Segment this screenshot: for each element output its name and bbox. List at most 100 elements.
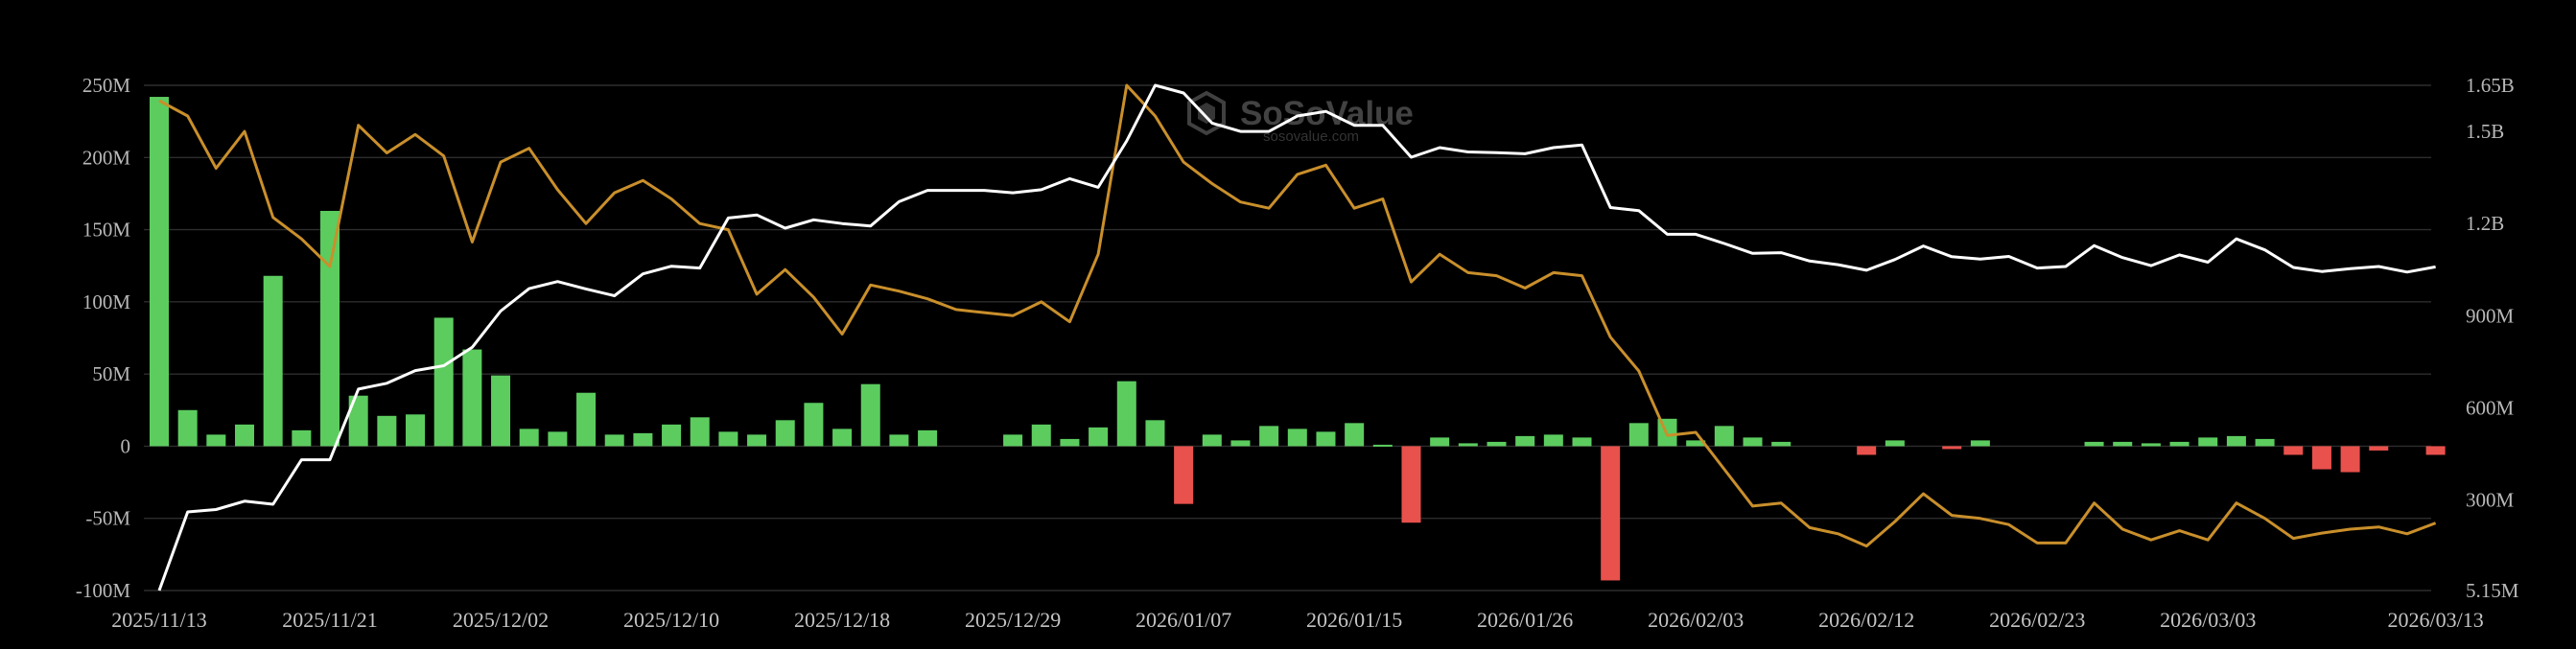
left-tick-label: 100M <box>82 290 131 313</box>
net-inflow-bars <box>150 97 2446 581</box>
right-tick-label: 1.2B <box>2466 212 2504 235</box>
inflow-bar <box>2255 438 2275 447</box>
inflow-bar <box>1458 443 1478 447</box>
outflow-bar <box>1401 446 1421 523</box>
inflow-bar <box>604 434 624 447</box>
inflow-bar <box>775 420 795 447</box>
x-tick-label: 2025/12/29 <box>965 608 1061 632</box>
right-tick-label: 600M <box>2466 396 2515 419</box>
x-tick-label: 2026/03/03 <box>2160 608 2256 632</box>
left-tick-label: 200M <box>82 146 131 169</box>
right-tick-label: 1.65B <box>2466 74 2515 97</box>
inflow-bar <box>1316 431 1336 447</box>
left-tick-label: 0 <box>121 434 131 457</box>
inflow-bar <box>1885 440 1905 447</box>
watermark-brand: SoSoValue <box>1240 95 1414 132</box>
grid-lines <box>144 84 2431 591</box>
inflow-bar <box>1515 435 1535 447</box>
right-axis-labels: 1.65B 1.5B 1.2B 900M 600M 300M 5.15M <box>2466 74 2519 602</box>
inflow-bar <box>1970 440 1990 447</box>
outflow-bar <box>2425 446 2446 455</box>
inflow-bar <box>263 275 283 447</box>
right-tick-label: 5.15M <box>2466 579 2519 602</box>
inflow-bar <box>519 429 539 447</box>
x-tick-label: 2025/12/10 <box>623 608 719 632</box>
inflow-bar <box>1202 434 1222 447</box>
inflow-bar <box>320 210 340 447</box>
inflow-bar <box>150 97 169 447</box>
inflow-bar <box>918 429 938 447</box>
inflow-bar <box>1372 444 1393 447</box>
inflow-bar <box>1628 423 1649 447</box>
inflow-bar <box>491 375 511 447</box>
inflow-bar <box>377 415 397 447</box>
inflow-bar <box>1543 434 1563 447</box>
inflow-bar <box>433 317 454 447</box>
left-tick-label: 150M <box>82 219 131 242</box>
inflow-bar <box>1572 437 1592 447</box>
inflow-bar <box>718 431 738 447</box>
inflow-bar <box>804 403 824 447</box>
inflow-bar <box>832 429 853 447</box>
price-line <box>158 83 2437 548</box>
x-tick-label: 2025/12/18 <box>794 608 890 632</box>
inflow-bar <box>548 431 568 447</box>
right-tick-label: 900M <box>2466 304 2515 327</box>
watermark-url: sosovalue.com <box>1263 128 1359 145</box>
outflow-bar <box>2283 446 2304 455</box>
inflow-bar <box>1089 427 1109 447</box>
x-tick-label: 2026/02/03 <box>1648 608 1744 632</box>
inflow-bar <box>1743 437 1763 447</box>
x-tick-label: 2026/03/13 <box>2387 608 2483 632</box>
inflow-bar <box>348 395 368 447</box>
x-tick-label: 2025/11/21 <box>282 608 377 632</box>
outflow-bar <box>2311 446 2331 470</box>
x-tick-label: 2026/01/07 <box>1136 608 1231 632</box>
left-tick-label: -100M <box>76 579 130 602</box>
right-tick-label: 1.5B <box>2466 120 2504 143</box>
left-tick-label: 250M <box>82 74 131 97</box>
inflow-bar <box>633 432 653 447</box>
x-tick-label: 2025/12/02 <box>453 608 549 632</box>
inflow-bar <box>1145 420 1165 447</box>
left-axis-labels: 250M 200M 150M 100M 50M 0 -50M -100M <box>76 74 130 602</box>
x-axis-labels: 2025/11/13 2025/11/21 2025/12/02 2025/12/10… <box>111 608 2483 632</box>
series-lines <box>157 83 2437 591</box>
inflow-bar <box>1487 441 1507 447</box>
outflow-bar <box>2340 446 2360 473</box>
inflow-bar <box>747 434 767 447</box>
x-tick-label: 2026/02/12 <box>1818 608 1914 632</box>
inflow-bar <box>860 383 880 447</box>
left-tick-label: 50M <box>92 362 130 385</box>
inflow-bar <box>406 414 426 447</box>
x-tick-label: 2026/01/15 <box>1306 608 1402 632</box>
inflow-bar <box>1259 426 1279 447</box>
inflow-bar <box>690 417 710 447</box>
inflow-bar <box>2226 435 2246 447</box>
inflow-bar <box>1060 438 1080 447</box>
inflow-bar <box>177 409 198 447</box>
inflow-bar <box>1116 381 1136 447</box>
inflow-bar <box>576 392 597 447</box>
x-tick-label: 2026/01/26 <box>1477 608 1573 632</box>
x-tick-label: 2025/11/13 <box>111 608 206 632</box>
sosovalue-logo-icon <box>1187 90 1226 136</box>
inflow-bar <box>1031 424 1051 447</box>
inflow-bar <box>1345 423 1365 447</box>
right-tick-label: 300M <box>2466 489 2515 512</box>
inflow-bar <box>1003 434 1023 447</box>
inflow-bar <box>662 424 682 447</box>
inflow-bar <box>2198 437 2218 447</box>
inflow-bar <box>889 434 909 447</box>
outflow-bar <box>1942 446 1962 450</box>
inflow-bar <box>1287 429 1307 447</box>
left-tick-label: -50M <box>85 507 130 530</box>
inflow-bar <box>2084 441 2104 447</box>
inflow-bar <box>462 349 482 447</box>
inflow-bar <box>235 424 255 447</box>
inflow-bar <box>2141 443 2161 447</box>
x-tick-label: 2026/02/23 <box>1989 608 2085 632</box>
outflow-bar <box>1601 446 1621 581</box>
